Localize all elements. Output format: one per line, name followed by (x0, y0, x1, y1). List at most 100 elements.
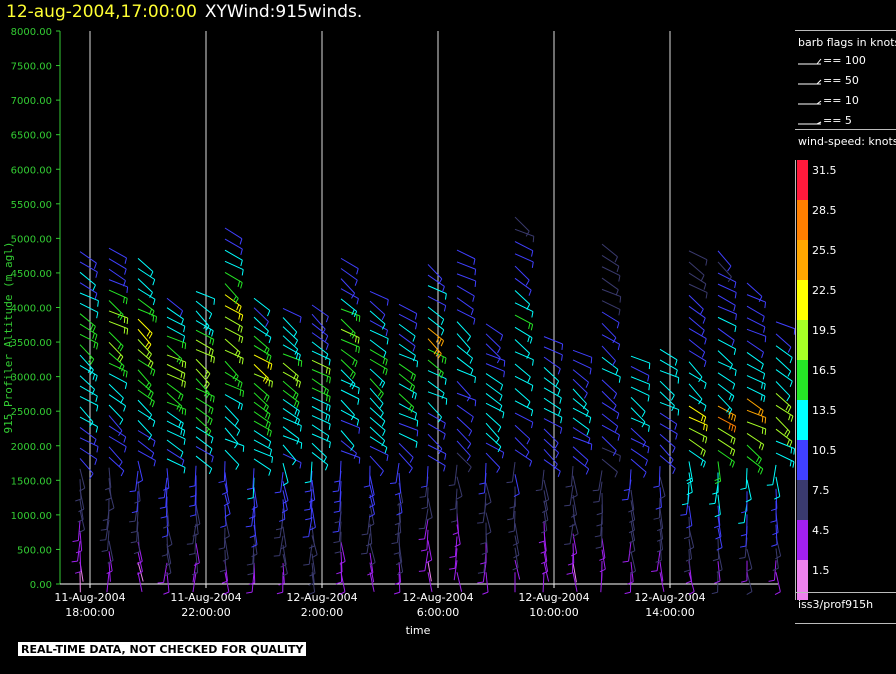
barb-flag (379, 412, 384, 419)
barb-flag (585, 382, 589, 388)
barb-shaft (398, 343, 416, 356)
wind-barb (282, 307, 302, 323)
barb-flag (180, 428, 183, 435)
wind-barb (688, 361, 703, 383)
wind-barb (160, 496, 168, 519)
wind-barb (282, 326, 299, 346)
barb-flag (358, 315, 361, 322)
barb-flag (435, 351, 440, 357)
barb-shaft (137, 379, 154, 394)
barb-shaft (456, 333, 471, 349)
wind-barb (282, 389, 300, 409)
barb-flag (628, 529, 635, 534)
barb-flag (443, 422, 446, 429)
barb-flag (675, 369, 678, 376)
barb-shaft (166, 534, 169, 555)
barb-shaft (282, 317, 298, 333)
wind-barb (224, 416, 241, 436)
barb-flag (433, 348, 438, 355)
title-date-time: 12-aug-2004,17:00:00 (6, 2, 197, 22)
barb-flag (716, 569, 723, 573)
wind-barb (107, 540, 114, 564)
barb-flag (211, 456, 214, 463)
barb-shaft (195, 358, 211, 374)
barb-flag (124, 257, 127, 264)
barb-flag (554, 442, 559, 449)
barb-shaft (717, 394, 733, 410)
barb-flag (119, 345, 124, 352)
barb-shaft (369, 562, 375, 583)
barb-flag (208, 468, 213, 475)
wind-barb (369, 416, 386, 437)
barb-shaft (688, 427, 707, 438)
barb-shaft (601, 300, 621, 310)
wind-barb (246, 543, 255, 566)
barb-flag (382, 357, 386, 365)
wind-barb (398, 313, 418, 330)
barb-shaft (340, 268, 358, 281)
barb-shaft (340, 450, 360, 459)
barb-shaft (308, 516, 313, 537)
legend-station: iss3/prof915h (798, 598, 874, 611)
barb-flag (304, 508, 311, 511)
barb-flag (125, 298, 128, 305)
wind-barb (334, 460, 342, 483)
barb-shaft (340, 278, 355, 294)
barb-flag (714, 514, 721, 518)
barb-flag (184, 409, 187, 416)
barb-flag (329, 377, 331, 384)
barb-shaft (717, 438, 736, 451)
wind-barb (79, 292, 99, 307)
barb-flag (733, 348, 737, 355)
barb-flag (358, 427, 361, 434)
wind-barb (427, 572, 433, 592)
barb-shaft (137, 298, 155, 312)
barb-flag (180, 423, 184, 429)
wind-barb (367, 552, 374, 576)
wind-barb (368, 494, 375, 518)
barb-flag (101, 549, 108, 553)
legend-speed-label: 31.5 (812, 164, 837, 177)
wind-barb (688, 438, 706, 457)
wind-barb (564, 523, 574, 545)
barb-flag (90, 324, 94, 331)
barb-flag (355, 345, 358, 352)
barb-shaft (398, 363, 416, 376)
barb-flag (513, 493, 520, 498)
wind-barb (161, 534, 169, 557)
barb-shaft (195, 416, 212, 432)
barb-shaft (775, 381, 791, 397)
barb-shaft (340, 399, 355, 416)
barb-flag (477, 521, 484, 524)
barb-flag (448, 484, 455, 487)
wind-barb (274, 472, 284, 494)
wind-barb (514, 253, 534, 268)
barb-shaft (514, 388, 531, 403)
barb-flag (209, 419, 213, 426)
wind-barb (369, 436, 388, 454)
wind-barb (281, 553, 288, 577)
barb-flag (700, 448, 704, 455)
wind-barb (655, 487, 662, 510)
legend-color-swatch (797, 560, 808, 600)
wind-barb (714, 461, 722, 485)
barb-flag (715, 536, 722, 540)
barb-flag (203, 323, 208, 329)
barb-flag (308, 582, 315, 586)
barb-flag (184, 362, 187, 369)
barb-shaft (598, 481, 603, 502)
barb-flag (726, 406, 731, 413)
barb-flag (685, 580, 692, 584)
barb-flag (734, 281, 737, 289)
barb-shaft (224, 416, 241, 431)
barb-shaft (427, 306, 445, 320)
wind-barb (717, 339, 737, 355)
barb-shaft (688, 416, 708, 426)
barb-shaft (485, 333, 501, 349)
barb-shaft (253, 411, 271, 424)
barb-flag (147, 390, 152, 397)
barb-shaft (456, 297, 474, 310)
barb-flag (149, 271, 154, 278)
y-axis-label: 915 Profiler Altitude (m agl) (2, 241, 15, 433)
wind-barb (166, 430, 186, 445)
